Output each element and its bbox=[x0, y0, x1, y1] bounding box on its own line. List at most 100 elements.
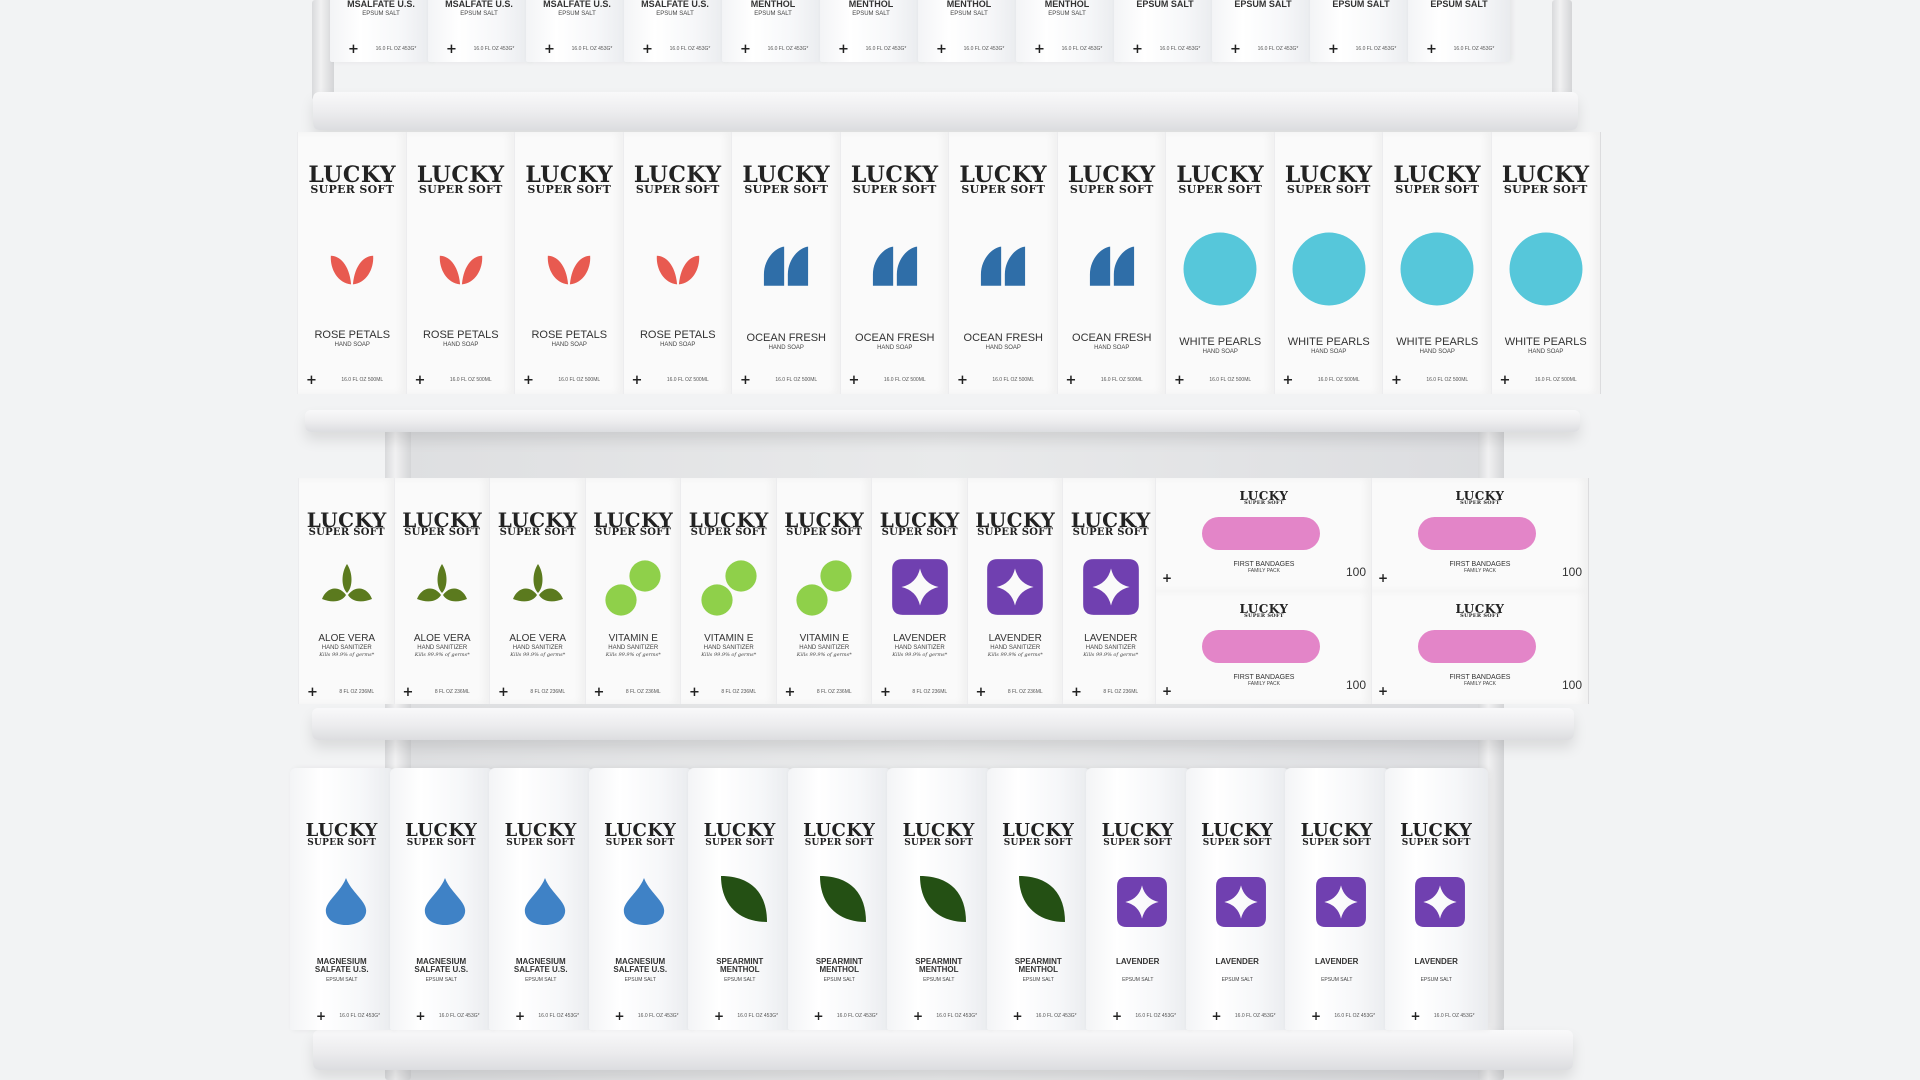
plus-mark: + bbox=[714, 1009, 725, 1023]
product-name: ROSE PETALS bbox=[314, 329, 391, 341]
bandage-strip bbox=[1202, 517, 1320, 550]
product-volume: 16.0 FL OZ 500ML bbox=[775, 377, 818, 383]
product-volume: 8 FL OZ 236ML bbox=[530, 689, 566, 695]
product-volume: 16.0 FL OZ 453G* bbox=[936, 1013, 978, 1019]
brand-name: LUCKY bbox=[1455, 489, 1505, 503]
plus-mark: + bbox=[348, 42, 359, 57]
product-volume: 16.0 FL OZ 453G* bbox=[836, 1013, 878, 1019]
product-type: EPSUM SALT bbox=[754, 11, 792, 17]
brand-sub: SUPER SOFT bbox=[705, 838, 775, 848]
product-tagline: Kills 99.9% of germs* bbox=[796, 652, 852, 658]
product-type: HAND SOAP bbox=[1419, 349, 1455, 355]
shelf-board bbox=[305, 410, 1580, 432]
product-pouch: MSALFATE U.S. EPSUM SALT +16.0 FL OZ 453G* bbox=[624, 0, 726, 62]
product-volume: 8 FL OZ 236ML bbox=[816, 689, 852, 695]
plus-mark: + bbox=[1071, 685, 1082, 700]
product-pouch: EPSUM SALT +16.0 FL OZ 453G* bbox=[1408, 0, 1510, 62]
plus-mark: + bbox=[1132, 42, 1143, 57]
product-pouch: LUCKY SUPER SOFT SPEARMINT MENTHOL EPSUM SA… bbox=[986, 768, 1090, 1030]
product-volume: 16.0 FL OZ 453G* bbox=[1035, 1013, 1077, 1019]
product-type: HAND SANITIZER bbox=[990, 645, 1041, 651]
brand-sub: SUPER SOFT bbox=[786, 527, 863, 539]
product-type: HAND SANITIZER bbox=[321, 645, 372, 651]
brand-name: LUCKY bbox=[405, 820, 478, 841]
plus-mark: + bbox=[1112, 1009, 1123, 1023]
brand-sub: SUPER SOFT bbox=[307, 838, 377, 848]
star-square-icon bbox=[1216, 877, 1267, 927]
product-pouch: EPSUM SALT +16.0 FL OZ 453G* bbox=[1310, 0, 1412, 62]
brand-name: LUCKY bbox=[850, 162, 939, 188]
brand-sub: SUPER SOFT bbox=[961, 183, 1046, 197]
brand-name: LUCKY bbox=[633, 162, 722, 188]
product-type: EPSUM SALT bbox=[656, 11, 694, 17]
product-volume: 16.0 FL OZ 500ML bbox=[449, 377, 492, 383]
product-name: VITAMIN E bbox=[608, 633, 658, 644]
product-box: LUCKY SUPER SOFT ALOE VERA HAND SANITIZER Ki… bbox=[298, 478, 396, 704]
plus-mark: + bbox=[1282, 373, 1294, 388]
product-name: MSALFATE U.S. bbox=[347, 0, 415, 9]
brand-name: LUCKY bbox=[1101, 820, 1174, 841]
product-volume: 16.0 FL OZ 500ML bbox=[558, 377, 601, 383]
pack-count: 100 bbox=[1561, 565, 1582, 579]
product-type: EPSUM SALT bbox=[460, 11, 498, 17]
product-name: LAVENDER bbox=[1315, 957, 1359, 966]
shelf-board bbox=[313, 1030, 1573, 1070]
product-volume: 16.0 FL OZ 453G* bbox=[1234, 1013, 1276, 1019]
brand-name: LUCKY bbox=[784, 508, 865, 532]
brand-name: LUCKY bbox=[305, 820, 378, 841]
product-volume: 16.0 FL OZ 500ML bbox=[1534, 377, 1577, 383]
product-volume: 8 FL OZ 236ML bbox=[339, 689, 375, 695]
brand-name: LUCKY bbox=[402, 508, 483, 532]
plus-mark: + bbox=[913, 1009, 924, 1023]
product-volume: 16.0 FL OZ 453G* bbox=[637, 1013, 679, 1019]
plus-mark: + bbox=[307, 685, 318, 700]
brand-sub: SUPER SOFT bbox=[595, 527, 672, 539]
product-type: EPSUM SALT bbox=[724, 977, 756, 983]
product-name: EPSUM SALT bbox=[1136, 0, 1194, 9]
plus-mark: + bbox=[1426, 42, 1437, 57]
plus-mark: + bbox=[631, 373, 643, 388]
product-name: EPSUM SALT bbox=[1332, 0, 1390, 9]
product-name: MAGNESIUM SALFATE U.S. bbox=[513, 957, 568, 974]
product-volume: 16.0 FL OZ 453G* bbox=[737, 1013, 779, 1019]
pack-count: 100 bbox=[1345, 565, 1366, 579]
product-name: WHITE PEARLS bbox=[1504, 336, 1587, 348]
product-name: ALOE VERA bbox=[413, 633, 471, 644]
product-volume: 16.0 FL OZ 500ML bbox=[1209, 377, 1252, 383]
product-pouch: LUCKY SUPER SOFT SPEARMINT MENTHOL EPSUM SA… bbox=[688, 768, 792, 1030]
product-volume: 8 FL OZ 236ML bbox=[625, 689, 661, 695]
product-volume: 16.0 FL OZ 453G* bbox=[375, 46, 417, 52]
product-volume: 8 FL OZ 236ML bbox=[1007, 689, 1043, 695]
brand-name: LUCKY bbox=[959, 162, 1048, 188]
brand-sub: SUPER SOFT bbox=[1202, 838, 1272, 848]
star-square-icon bbox=[891, 559, 948, 615]
brand-name: LUCKY bbox=[504, 820, 577, 841]
product-name: LAVENDER bbox=[988, 633, 1042, 644]
product-name: VITAMIN E bbox=[704, 633, 754, 644]
product-volume: 16.0 FL OZ 453G* bbox=[1334, 1013, 1376, 1019]
plus-mark: + bbox=[1162, 684, 1173, 698]
brand-name: LUCKY bbox=[1300, 820, 1373, 841]
product-type: EPSUM SALT bbox=[950, 11, 988, 17]
brand-name: LUCKY bbox=[803, 820, 876, 841]
brand-sub: SUPER SOFT bbox=[744, 183, 829, 197]
plus-mark: + bbox=[880, 685, 891, 700]
product-box: LUCKY SUPER SOFT ROSE PETALS HAND SOAP +16.0… bbox=[514, 132, 625, 394]
brand-sub: SUPER SOFT bbox=[1302, 838, 1372, 848]
product-name: ALOE VERA bbox=[318, 633, 376, 644]
product-volume: 16.0 FL OZ 453G* bbox=[1433, 1013, 1475, 1019]
brand-sub: SUPER SOFT bbox=[881, 527, 958, 539]
product-name: ROSE PETALS bbox=[422, 329, 499, 341]
product-volume: 16.0 FL OZ 453G* bbox=[1257, 46, 1299, 52]
plus-mark: + bbox=[498, 685, 509, 700]
plus-mark: + bbox=[414, 373, 426, 388]
product-name: OCEAN FRESH bbox=[963, 332, 1043, 344]
product-name: WHITE PEARLS bbox=[1179, 336, 1262, 348]
plus-mark: + bbox=[523, 373, 534, 388]
product-name: SPEARMINT MENTHOL bbox=[815, 957, 863, 974]
brand-name: LUCKY bbox=[1239, 602, 1289, 616]
product-box: LUCKY SUPER SOFT WHITE PEARLS HAND SOAP +16.… bbox=[1165, 132, 1276, 394]
brand-sub: SUPER SOFT bbox=[605, 838, 675, 848]
product-volume: 16.0 FL OZ 453G* bbox=[339, 1013, 381, 1019]
product-name: EPSUM SALT bbox=[1430, 0, 1488, 9]
